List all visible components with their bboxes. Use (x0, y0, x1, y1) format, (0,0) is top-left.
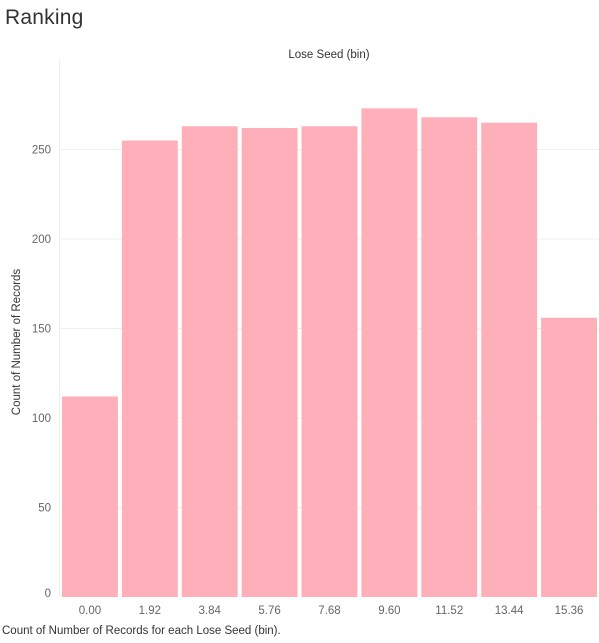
y-tick-label: 150 (32, 324, 51, 336)
y-tick-label: 100 (32, 413, 51, 425)
x-tick-label: 9.60 (378, 605, 400, 617)
bar-3.84[interactable] (181, 126, 238, 597)
bar-7.68[interactable] (301, 126, 358, 597)
x-tick-label: 7.68 (318, 605, 340, 617)
x-tick-label: 13.44 (495, 605, 524, 617)
bar-5.76[interactable] (241, 128, 298, 597)
x-tick-label: 0.00 (79, 605, 101, 617)
y-tick-label: 50 (38, 503, 51, 515)
bar-0.00[interactable] (62, 396, 118, 597)
bar-chart: Lose Seed (bin) Count of Number of Recor… (11, 49, 599, 617)
x-tick-label: 5.76 (258, 605, 280, 617)
y-ticks: 0 50 100 150 200 250 (32, 145, 51, 601)
x-ticks: 0.00 1.92 3.84 5.76 7.68 9.60 11.52 13.44 15.36 (79, 605, 584, 617)
sheet-title: Ranking (5, 6, 84, 29)
bar-11.52[interactable] (421, 117, 478, 597)
bar-9.60[interactable] (361, 108, 418, 597)
x-tick-label: 3.84 (199, 605, 222, 617)
x-tick-label: 15.36 (555, 605, 584, 617)
bar-15.36[interactable] (541, 317, 597, 597)
y-tick-label: 0 (45, 588, 51, 600)
x-tick-label: 1.92 (139, 605, 161, 617)
y-axis-label: Count of Number of Records (11, 269, 23, 416)
x-tick-label: 11.52 (435, 605, 463, 617)
chart-title: Lose Seed (bin) (288, 49, 369, 61)
bar-13.44[interactable] (481, 122, 538, 598)
bars (62, 108, 597, 598)
y-tick-label: 200 (32, 234, 51, 246)
chart-caption: Count of Number of Records for each Lose… (2, 625, 281, 637)
y-tick-label: 250 (32, 145, 51, 157)
bar-1.92[interactable] (121, 140, 178, 598)
